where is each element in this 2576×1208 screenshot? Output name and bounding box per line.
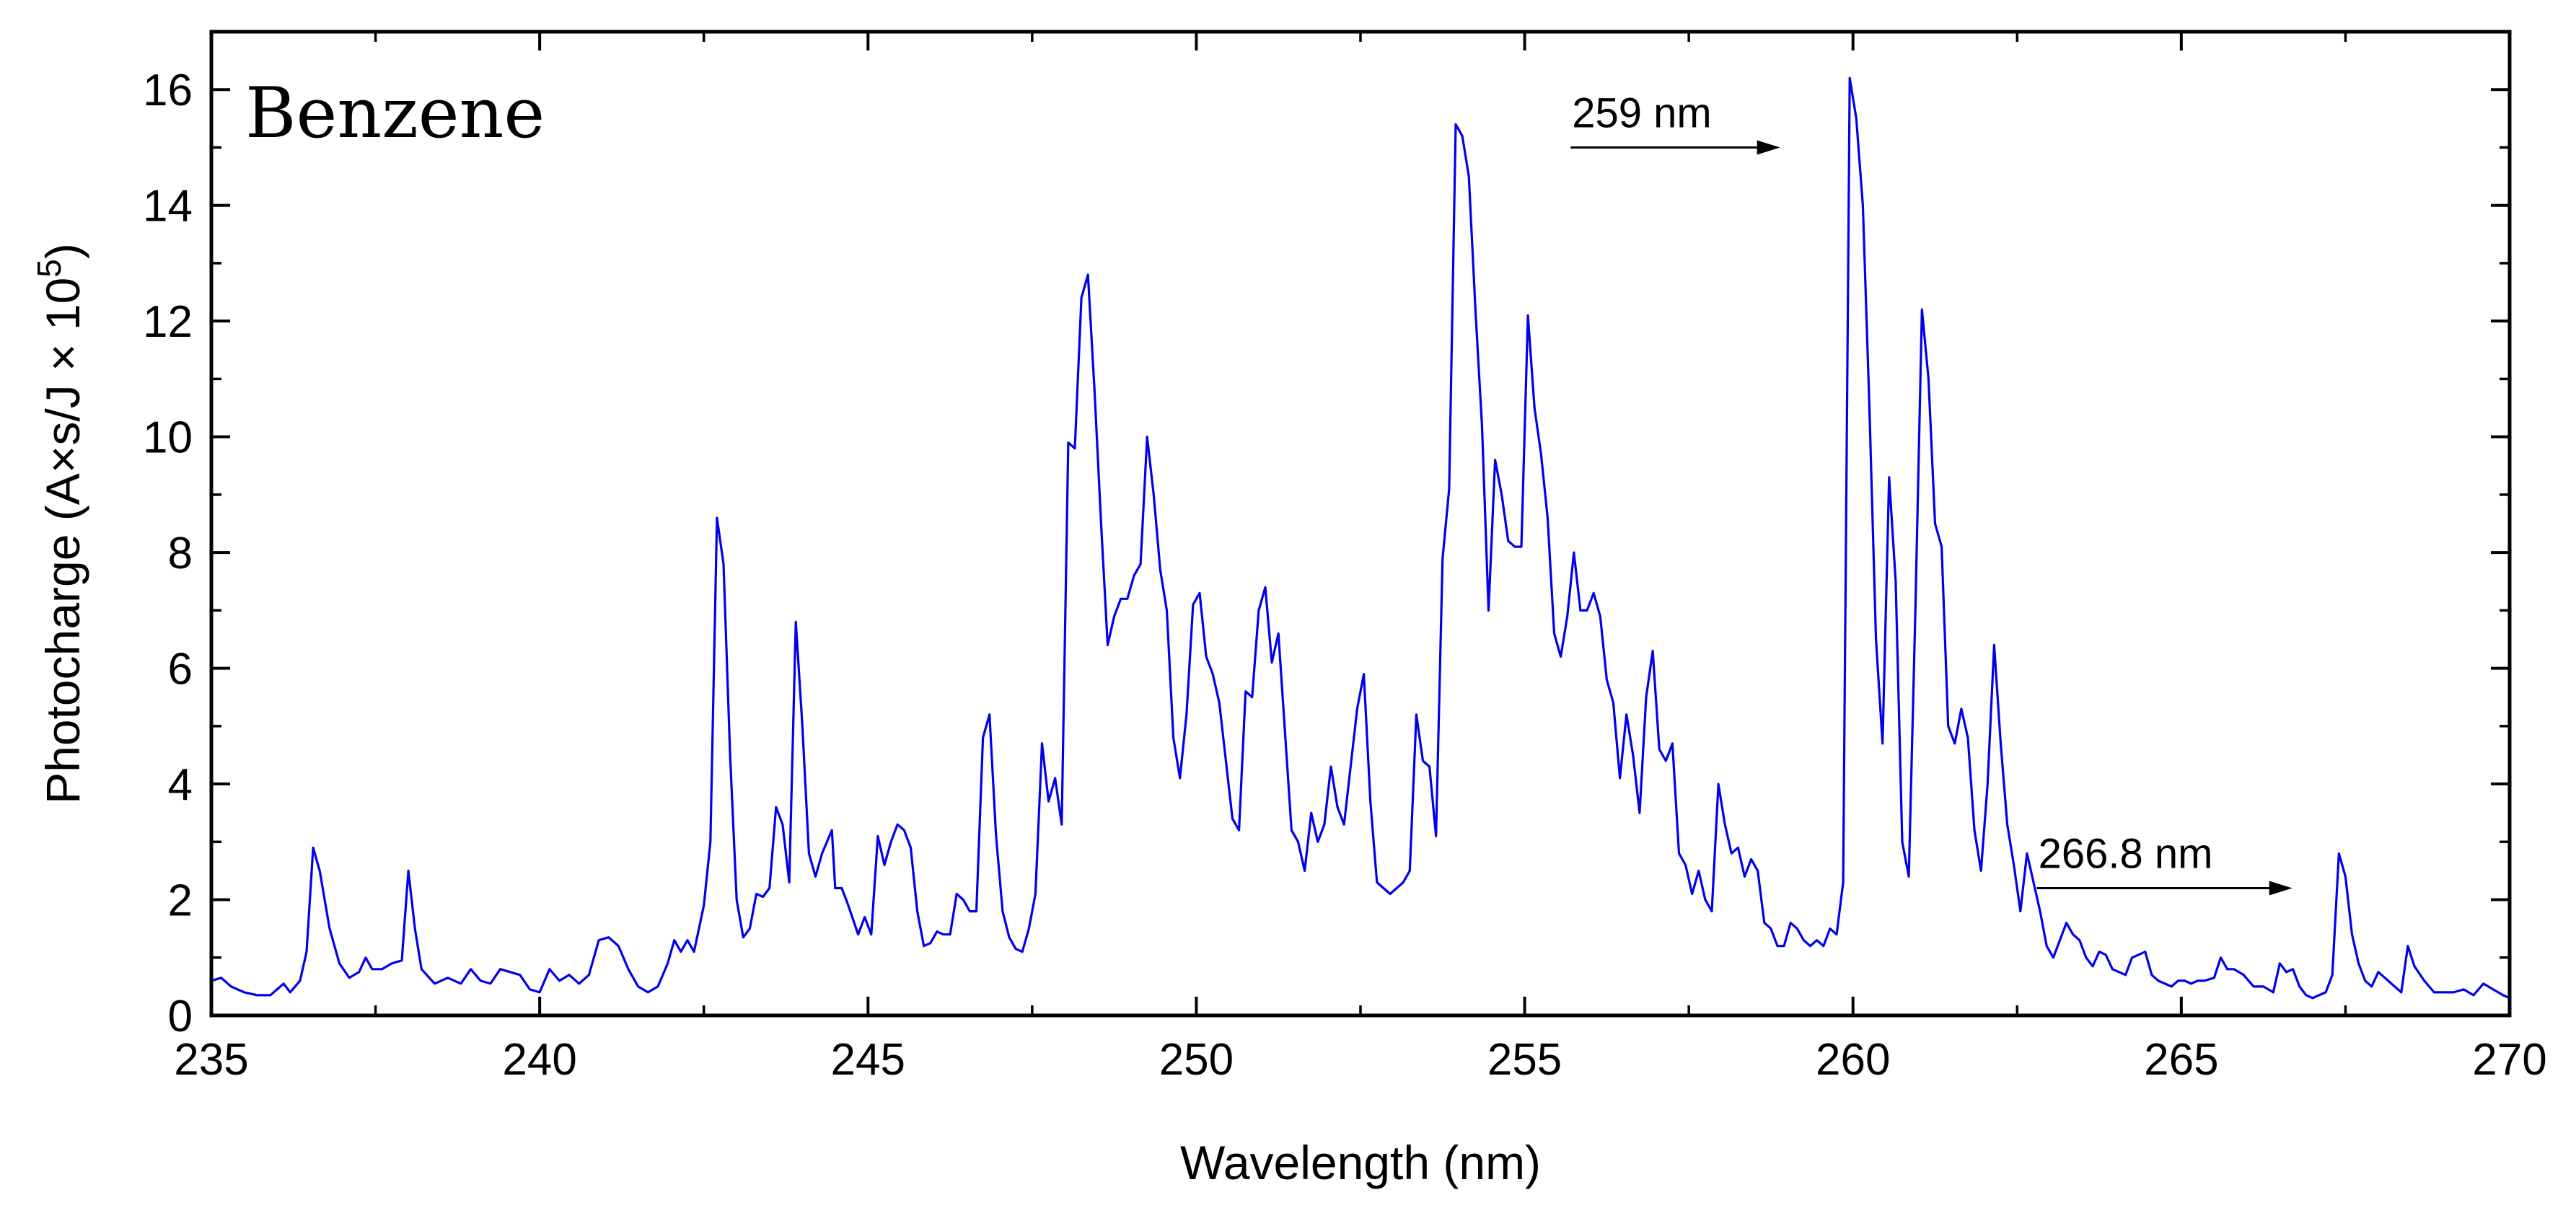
x-tick-label: 240 xyxy=(502,1035,576,1085)
plot-area xyxy=(211,76,2510,1000)
x-tick-label: 255 xyxy=(1487,1035,1562,1085)
y-tick-label: 4 xyxy=(168,760,193,810)
annotation-arrowhead xyxy=(2269,881,2293,896)
y-tick-label: 14 xyxy=(143,182,193,232)
y-axis-title-exponent: 5 xyxy=(30,259,68,278)
axis-ticks: 235 240 245 250 255 260 265 270 0 2 4 6 8 10 12 14 16 xyxy=(143,32,2547,1085)
y-axis-title: Photocharge (A×s/J × 105) xyxy=(30,243,89,804)
y-axis-title-close: ) xyxy=(36,243,89,259)
sample-label: Benzene xyxy=(245,73,545,154)
y-tick-label: 16 xyxy=(143,66,193,115)
y-tick-label: 6 xyxy=(168,645,193,695)
series-line-0 xyxy=(211,76,2510,1000)
x-tick-label: 235 xyxy=(174,1035,248,1085)
x-tick-label: 265 xyxy=(2144,1035,2218,1085)
y-axis-title-main: Photocharge (A×s/J × 10 xyxy=(36,278,89,804)
x-tick-label: 245 xyxy=(831,1035,905,1085)
y-tick-label: 10 xyxy=(143,413,193,463)
y-tick-label: 0 xyxy=(168,992,193,1041)
x-tick-label: 270 xyxy=(2472,1035,2546,1085)
annotations: 259 nm 266.8 nm xyxy=(1570,89,2293,896)
annotation-label: 266.8 nm xyxy=(2039,830,2213,877)
annotation-arrowhead xyxy=(1757,140,1780,155)
y-tick-label: 2 xyxy=(168,876,193,926)
x-tick-label: 250 xyxy=(1159,1035,1234,1085)
x-tick-label: 260 xyxy=(1816,1035,1890,1085)
y-tick-label: 8 xyxy=(168,529,193,578)
x-axis-title: Wavelength (nm) xyxy=(1180,1136,1541,1189)
annotation-label: 259 nm xyxy=(1572,89,1711,136)
y-tick-label: 12 xyxy=(143,297,193,347)
